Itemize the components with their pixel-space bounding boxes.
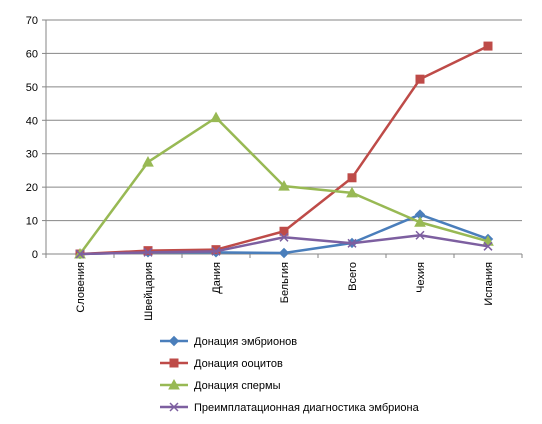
legend-marker [168,378,180,390]
legend-marker [169,358,179,368]
y-tick-label: 0 [32,249,38,261]
legend-label: Донация спермы [194,380,281,392]
data-point [211,246,221,256]
data-point [415,230,425,240]
data-point [279,232,289,242]
legend-label: Донация ооцитов [194,358,283,370]
legend-marker [169,402,179,412]
x-tick-label: Всего [347,262,359,291]
data-point [278,180,290,191]
y-tick-label: 50 [26,82,38,94]
data-point [483,41,493,51]
y-tick-label: 10 [26,216,38,228]
series-2 [75,41,493,259]
y-tick-label: 40 [26,115,38,127]
data-point [483,241,493,251]
x-tick-label: Чехия [415,262,427,293]
y-tick-label: 30 [26,149,38,161]
data-point [143,246,153,256]
y-tick-label: 20 [26,182,38,194]
data-point [347,173,357,183]
data-point [143,247,153,257]
data-point [415,74,425,84]
series-4 [75,230,493,259]
x-tick-label: Испания [483,262,495,306]
data-point [75,249,85,259]
plot-area [74,41,494,260]
y-axis: 0 10 20 30 40 50 60 70 [26,15,47,261]
gridlines [46,19,522,222]
data-point [346,186,358,198]
x-axis: Словения Швейцария Дания Бельгия Всего Чехия И… [45,253,523,321]
legend: Донация эмбрионов Донация ооцитов Донация … [160,335,420,414]
legend-marker [168,335,180,347]
data-point [278,247,290,259]
data-point [279,226,289,236]
y-tick-label: 60 [26,48,38,60]
legend-item: Донация эмбрионов [160,335,297,348]
x-tick-label: Дания [211,262,223,294]
y-tick-label: 70 [26,15,38,27]
series-line [79,44,489,256]
x-tick-label: Швейцария [143,262,155,321]
legend-label: Донация эмбрионов [194,336,297,348]
legend-item: Преимплатационная диагностика эмбриона [160,402,420,414]
data-point [347,238,357,248]
series-3 [74,111,494,259]
legend-label: Преимплатационная диагностика эмбриона [194,402,420,414]
legend-item: Донация спермы [160,378,281,392]
x-tick-label: Бельгия [279,262,291,303]
data-point [414,216,426,227]
data-point [142,156,154,167]
legend-item: Донация ооцитов [160,358,283,370]
x-tick-label: Словения [75,262,87,313]
data-point [210,111,222,123]
